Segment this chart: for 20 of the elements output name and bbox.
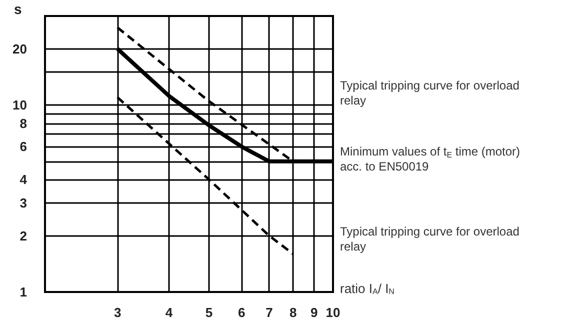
x-tick-label: 3 — [114, 305, 122, 320]
x-tick-label: 4 — [165, 305, 174, 320]
x-tick-label: 10 — [326, 305, 340, 320]
y-tick-label: 6 — [20, 139, 27, 154]
x-tick-label: 9 — [310, 305, 318, 320]
y-tick-label: 10 — [12, 98, 27, 113]
x-tick-label: 6 — [238, 305, 246, 320]
x-tick-label: 8 — [289, 305, 297, 320]
x-axis-title: ratio IA/ IN — [340, 281, 395, 296]
x-tick-label: 7 — [266, 305, 273, 320]
y-axis-title: s — [14, 1, 22, 17]
y-tick-label: 4 — [20, 172, 28, 188]
y-tick-label: 3 — [20, 195, 27, 210]
text: Typical tripping curve for overload relay — [340, 224, 520, 254]
y-tick-label: 2 — [20, 228, 27, 244]
text: Typical tripping curve for overload relay — [340, 78, 520, 108]
x-tick-label: 5 — [205, 305, 213, 320]
y-tick-label: 1 — [20, 284, 27, 300]
y-tick-label: 20 — [12, 41, 27, 56]
y-tick-label: 8 — [20, 116, 27, 131]
